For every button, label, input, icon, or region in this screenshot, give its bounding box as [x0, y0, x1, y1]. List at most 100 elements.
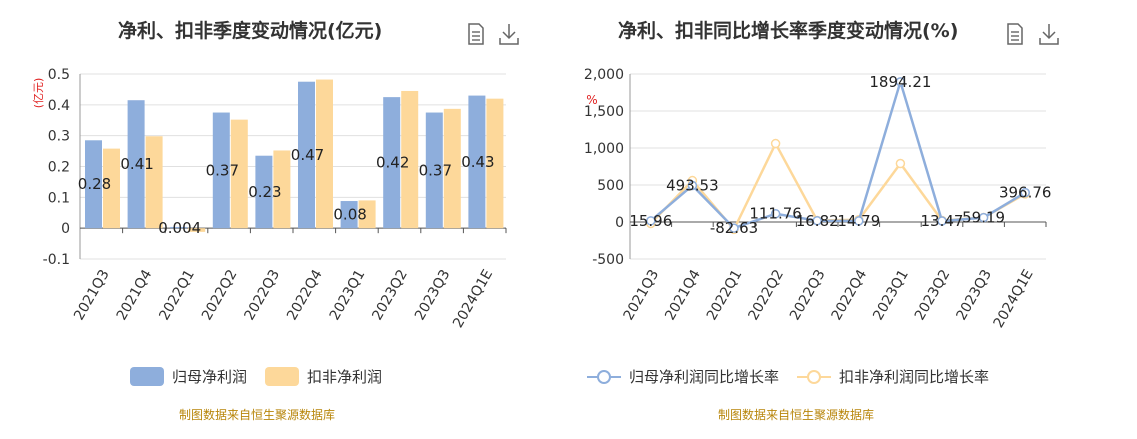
y-tick-label: 0.3	[48, 129, 70, 145]
legend-item-deducted-profit[interactable]: 扣非净利润	[265, 366, 382, 387]
left-chart-title: 净利、扣非季度变动情况(亿元)	[118, 20, 383, 42]
x-tick-label: 2022Q2	[199, 267, 241, 323]
data-label: 0.004	[158, 219, 201, 237]
data-point	[729, 223, 739, 233]
data-point	[770, 138, 781, 149]
data-label: -82.63	[710, 219, 758, 237]
legend-item-net-growth[interactable]: 归母净利润同比增长率	[587, 366, 779, 387]
bar	[273, 150, 291, 229]
y-tick-label: -0.1	[43, 252, 70, 268]
y-tick-label: 0.5	[48, 67, 70, 83]
bar	[340, 201, 358, 229]
legend-label: 归母净利润	[172, 368, 248, 386]
bar	[468, 95, 486, 229]
legend-swatch	[130, 367, 164, 386]
y-tick-label: -500	[592, 252, 624, 268]
right-chart-panel: 净利、扣非同比增长率季度变动情况(%) 2,000 1,500 1,000 500 0 -…	[568, 0, 1137, 439]
data-point	[895, 158, 906, 169]
data-point	[895, 77, 906, 87]
data-label: 0.43	[461, 153, 494, 171]
legend-label: 扣非净利润	[307, 368, 383, 386]
left-chart-panel: 净利、扣非季度变动情况(亿元) 0.5 0.4 0.3 0.2 0.1 0 -0.1 2021…	[0, 0, 568, 439]
document-icon[interactable]	[466, 22, 488, 48]
download-icon[interactable]	[1038, 22, 1060, 48]
x-tick-label: 2022Q4	[829, 267, 871, 323]
bar	[358, 200, 376, 229]
data-label: 59.19	[962, 209, 1005, 227]
data-label: 1894.21	[869, 73, 931, 91]
data-label: 0.41	[120, 155, 153, 173]
bar	[145, 136, 163, 229]
data-label: 16.82	[796, 212, 839, 230]
data-point	[812, 216, 822, 226]
y-tick-label: 0	[615, 215, 624, 231]
bar	[255, 155, 273, 229]
bar	[127, 100, 145, 229]
bar	[170, 226, 188, 229]
x-tick-label: 2022Q3	[242, 267, 284, 323]
y-axis-unit: (亿元)	[32, 78, 45, 109]
document-icon[interactable]	[1005, 22, 1027, 48]
data-label: 0.08	[333, 206, 366, 224]
legend-line-marker	[797, 369, 832, 384]
x-tick-label: 2021Q4	[662, 267, 704, 323]
legend-label: 扣非净利润同比增长率	[839, 368, 990, 386]
data-label: 14.79	[837, 212, 880, 230]
bar	[212, 112, 230, 229]
data-point	[770, 208, 781, 219]
data-label: 111.76	[749, 205, 802, 223]
bar	[188, 228, 206, 232]
data-source-note: 制图数据来自恒生聚源数据库	[718, 408, 875, 422]
y-tick-label: 0.4	[48, 98, 70, 114]
data-label: 0.37	[206, 161, 239, 179]
x-tick-label: 2022Q3	[787, 267, 829, 323]
bar	[230, 119, 248, 229]
x-tick-label: 2024Q1E	[991, 267, 1037, 331]
y-tick-label: 0.1	[48, 190, 70, 206]
x-tick-label: 2021Q3	[621, 267, 663, 323]
data-label: 0.42	[376, 154, 409, 172]
y-tick-label: 1,000	[584, 141, 624, 157]
right-chart-title: 净利、扣非同比增长率季度变动情况(%)	[618, 20, 959, 42]
data-point	[854, 216, 864, 226]
legend-label: 归母净利润同比增长率	[629, 368, 780, 386]
x-tick-label: 2023Q1	[870, 267, 912, 323]
data-label: 15.96	[629, 212, 672, 230]
bar	[85, 140, 102, 229]
left-legend: 归母净利润 扣非净利润	[130, 366, 400, 387]
legend-item-net-profit[interactable]: 归母净利润	[130, 366, 247, 387]
data-label: 0.23	[248, 183, 281, 201]
bar	[316, 79, 333, 229]
x-tick-label: 2023Q3	[953, 267, 995, 323]
data-label: 0.37	[419, 161, 452, 179]
x-tick-label: 2024Q1E	[450, 267, 496, 331]
download-icon[interactable]	[498, 22, 520, 48]
bar	[298, 81, 315, 229]
y-axis-unit: %	[586, 93, 597, 107]
x-tick-label: 2022Q1	[704, 267, 746, 323]
legend-swatch	[265, 367, 300, 386]
data-label: 13.47	[921, 212, 964, 230]
data-label: 396.76	[999, 184, 1051, 202]
x-tick-label: 2022Q4	[284, 267, 326, 323]
data-point	[1020, 187, 1030, 198]
x-tick-label: 2023Q2	[912, 267, 954, 323]
data-point	[937, 216, 947, 226]
right-legend: 归母净利润同比增长率 扣非净利润同比增长率	[587, 366, 1007, 387]
legend-line-marker	[587, 369, 621, 384]
y-tick-label: 0.2	[48, 160, 70, 176]
data-point	[646, 216, 656, 226]
y-tick-label: 500	[597, 178, 624, 194]
data-label: 0.47	[291, 146, 324, 164]
y-tick-label: 2,000	[584, 67, 624, 83]
data-label: 493.53	[666, 176, 719, 194]
x-tick-label: 2021Q3	[71, 267, 113, 323]
legend-item-deducted-growth[interactable]: 扣非净利润同比增长率	[797, 366, 989, 387]
bar	[425, 112, 443, 229]
bar	[443, 108, 461, 229]
data-source-note: 制图数据来自恒生聚源数据库	[179, 408, 336, 422]
x-tick-label: 2023Q3	[412, 267, 454, 323]
x-tick-label: 2023Q1	[327, 267, 369, 323]
